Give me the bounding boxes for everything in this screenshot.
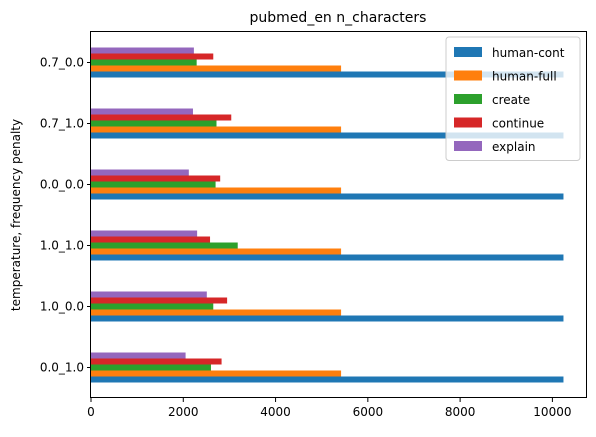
y-axis-label: temperature, frequency penalty [9, 119, 23, 311]
bar-human-cont-0.7_1.0 [91, 132, 564, 139]
bar-explain-0.0_1.0 [91, 352, 186, 359]
bar-human-full-0.7_0.0 [91, 65, 342, 72]
bar-human-full-0.0_1.0 [91, 370, 342, 377]
bar-explain-1.0_0.0 [91, 291, 207, 298]
x-tick-label: 0 [87, 405, 95, 419]
x-tick-label: 6000 [353, 405, 384, 419]
x-tick-label: 2000 [168, 405, 199, 419]
bar-create-0.0_0.0 [91, 181, 216, 188]
legend-swatch-human-cont [454, 47, 482, 57]
bar-human-cont-0.7_0.0 [91, 71, 564, 78]
legend-swatch-explain [454, 141, 482, 151]
x-tick-label: 4000 [260, 405, 291, 419]
bar-explain-0.0_0.0 [91, 169, 189, 176]
y-tick-label: 0.0_1.0 [40, 361, 84, 375]
bar-explain-0.7_1.0 [91, 108, 193, 115]
legend-label-human-cont: human-cont [492, 46, 565, 60]
legend-swatch-continue [454, 117, 482, 128]
bar-continue-0.0_0.0 [91, 175, 221, 182]
bar-explain-1.0_1.0 [91, 230, 198, 237]
x-axis-ticks: 0 2000 4000 6000 8000 10000 [87, 398, 571, 419]
legend-label-explain: explain [492, 140, 536, 154]
bars-group [91, 47, 564, 383]
y-tick-label: 0.7_1.0 [40, 117, 84, 131]
legend-swatch-human-full [454, 70, 482, 81]
y-tick-label: 0.0_0.0 [40, 178, 84, 192]
chart-title: pubmed_en n_characters [250, 10, 427, 26]
bar-create-1.0_1.0 [91, 242, 238, 249]
bar-create-0.7_0.0 [91, 59, 197, 66]
y-tick-label: 1.0_1.0 [40, 239, 84, 253]
legend-box [445, 36, 581, 161]
bar-continue-0.0_1.0 [91, 358, 222, 365]
bar-continue-0.7_0.0 [91, 53, 214, 60]
x-tick-label: 10000 [533, 405, 571, 419]
bar-create-1.0_0.0 [91, 303, 214, 310]
bar-continue-1.0_1.0 [91, 236, 211, 243]
bar-human-full-0.0_0.0 [91, 187, 342, 194]
plot-frame [90, 31, 587, 398]
legend-label-human-full: human-full [492, 70, 557, 84]
bar-human-cont-1.0_0.0 [91, 315, 564, 322]
bar-explain-0.7_0.0 [91, 47, 194, 54]
bar-continue-0.7_1.0 [91, 114, 232, 121]
bar-human-cont-1.0_1.0 [91, 254, 564, 261]
bar-human-full-0.7_1.0 [91, 126, 342, 133]
bar-create-0.7_1.0 [91, 120, 217, 127]
bar-human-full-1.0_1.0 [91, 248, 342, 255]
bar-human-full-1.0_0.0 [91, 309, 342, 316]
legend-swatch-create [454, 94, 482, 104]
legend: human-cont human-full create continue explai… [445, 36, 581, 161]
bar-human-cont-0.0_0.0 [91, 193, 564, 200]
y-axis-ticks: 0.0_1.0 1.0_0.0 1.0_1.0 0.0_0.0 0.7_1.0 0.7_0… [40, 56, 91, 375]
x-tick-label: 8000 [445, 405, 476, 419]
bar-human-cont-0.0_1.0 [91, 376, 564, 383]
y-tick-label: 0.7_0.0 [40, 56, 84, 70]
bar-create-0.0_1.0 [91, 364, 211, 371]
bar-continue-1.0_0.0 [91, 297, 228, 304]
legend-label-continue: continue [492, 117, 544, 131]
y-tick-label: 1.0_0.0 [40, 300, 84, 314]
legend-label-create: create [492, 93, 530, 107]
